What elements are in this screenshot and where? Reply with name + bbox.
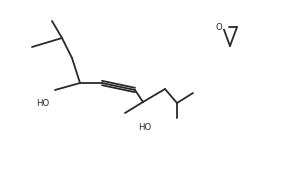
Text: HO: HO	[138, 123, 152, 132]
Text: O: O	[216, 22, 222, 31]
Text: HO: HO	[36, 98, 50, 107]
